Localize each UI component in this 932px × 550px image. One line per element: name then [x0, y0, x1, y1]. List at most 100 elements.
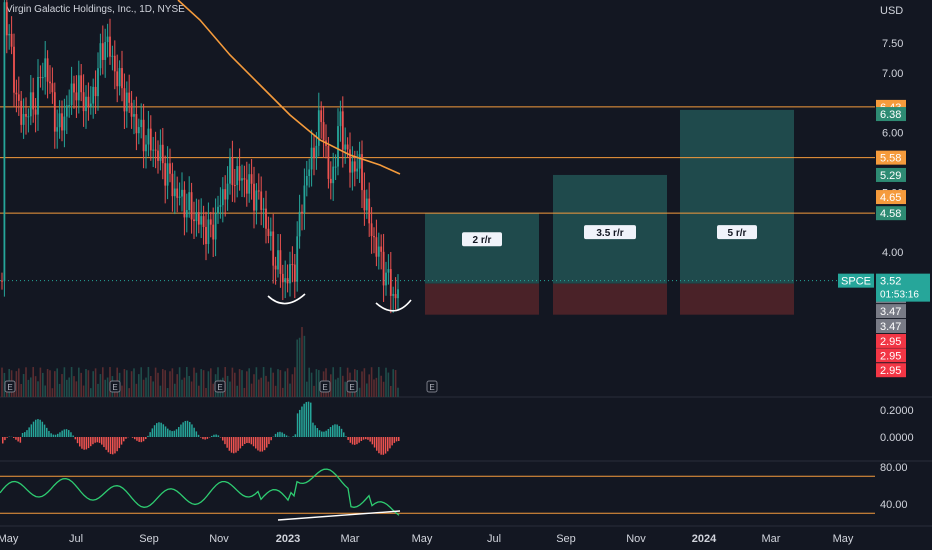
- macd-histogram-bar: [312, 422, 314, 437]
- price-badge-label: 4.65: [880, 192, 901, 204]
- candle-body: [113, 55, 116, 72]
- macd-histogram-bar: [211, 435, 213, 437]
- volume-bar: [13, 388, 15, 397]
- candle-body: [349, 149, 351, 173]
- candle-body: [262, 208, 265, 210]
- time-axis-label: Sep: [139, 533, 159, 545]
- volume-bar: [80, 372, 82, 397]
- candle-body: [224, 189, 227, 200]
- candle-body: [382, 251, 385, 286]
- macd-histogram-bar: [61, 430, 63, 437]
- candle-body: [135, 114, 138, 134]
- rr-label: 3.5 r/r: [596, 228, 623, 239]
- price-axis-tick: 7.50: [882, 38, 903, 50]
- candle-body: [236, 166, 239, 186]
- macd-histogram-bar: [250, 437, 253, 445]
- candle-body: [284, 278, 287, 283]
- volume-bar: [260, 377, 262, 397]
- volume-bar: [289, 383, 291, 397]
- candle-body: [5, 2, 8, 36]
- time-axis-label: Nov: [626, 533, 646, 545]
- candle-body: [344, 144, 347, 150]
- rsi-divergence-line: [277, 510, 401, 521]
- time-axis-label: May: [833, 533, 854, 545]
- volume-bar: [337, 377, 339, 397]
- earnings-marker: E: [349, 383, 354, 392]
- volume-bar: [286, 368, 289, 397]
- candle-body: [226, 183, 229, 200]
- candle-body: [365, 198, 368, 211]
- candle-body: [75, 92, 78, 101]
- candle-body: [274, 265, 277, 270]
- volume-bar: [130, 371, 133, 397]
- macd-histogram-bar: [226, 437, 228, 448]
- volume-bar: [270, 367, 272, 397]
- volume-bar: [142, 379, 145, 397]
- macd-histogram-bar: [365, 437, 367, 440]
- macd-histogram-bar: [224, 437, 226, 445]
- candle-body: [257, 190, 260, 192]
- volume-bar: [159, 385, 162, 397]
- candle-body: [111, 55, 114, 57]
- volume-bar: [34, 376, 37, 397]
- candle-body: [89, 103, 92, 107]
- volume-bar: [370, 367, 373, 397]
- macd-histogram-bar: [395, 437, 398, 442]
- macd-histogram-bar: [285, 435, 288, 437]
- candle-body: [51, 83, 54, 93]
- macd-histogram-bar: [142, 437, 145, 442]
- volume-bar: [332, 367, 334, 397]
- earnings-marker: E: [112, 383, 117, 392]
- macd-histogram-bar: [178, 427, 180, 437]
- volume-bar: [212, 383, 214, 397]
- price-axis-currency: USD: [880, 5, 903, 17]
- candle-body: [154, 149, 157, 151]
- double-bottom-arc: [267, 293, 306, 305]
- candle-body: [99, 43, 102, 69]
- volume-bar: [385, 367, 387, 397]
- candle-body: [380, 246, 383, 252]
- candle-body: [29, 92, 32, 117]
- candle-body: [190, 192, 193, 220]
- candle-body: [123, 88, 126, 112]
- candle-body: [272, 231, 275, 266]
- macd-histogram-bar: [85, 437, 88, 450]
- macd-histogram-bar: [323, 431, 325, 437]
- volume-bar: [274, 385, 277, 397]
- candle-body: [68, 105, 71, 107]
- macd-histogram-bar: [171, 431, 173, 437]
- macd-histogram-bar: [316, 428, 319, 437]
- macd-histogram-bar: [123, 437, 125, 442]
- macd-histogram-bar: [241, 437, 244, 446]
- volume-bar: [58, 383, 61, 397]
- volume-bar: [82, 385, 85, 397]
- time-axis-label: Sep: [556, 533, 576, 545]
- volume-bar: [248, 368, 250, 397]
- candle-body: [332, 166, 335, 184]
- volume-bar: [241, 370, 243, 397]
- volume-bar: [198, 385, 200, 397]
- macd-histogram-bar: [371, 437, 374, 445]
- macd-histogram-bar: [369, 437, 371, 442]
- volume-bar: [334, 379, 337, 397]
- macd-histogram-bar: [327, 429, 330, 437]
- volume-bar: [164, 370, 166, 397]
- macd-histogram-bar: [70, 432, 72, 437]
- volume-bar: [104, 379, 106, 397]
- macd-histogram-bar: [239, 437, 242, 449]
- macd-histogram-bar: [120, 437, 123, 445]
- candle-body: [373, 236, 375, 238]
- macd-histogram-bar: [191, 424, 193, 437]
- macd-histogram-bar: [158, 422, 160, 437]
- volume-bar: [133, 368, 135, 397]
- volume-bar: [246, 371, 248, 397]
- stop-zone: [680, 283, 794, 315]
- macd-histogram-bar: [292, 436, 294, 437]
- macd-histogram-bar: [57, 433, 59, 437]
- macd-histogram-bar: [228, 437, 231, 451]
- candle-body: [267, 228, 270, 237]
- macd-histogram-bar: [206, 437, 209, 439]
- macd-histogram-bar: [360, 437, 363, 442]
- macd-histogram-bar: [202, 437, 204, 440]
